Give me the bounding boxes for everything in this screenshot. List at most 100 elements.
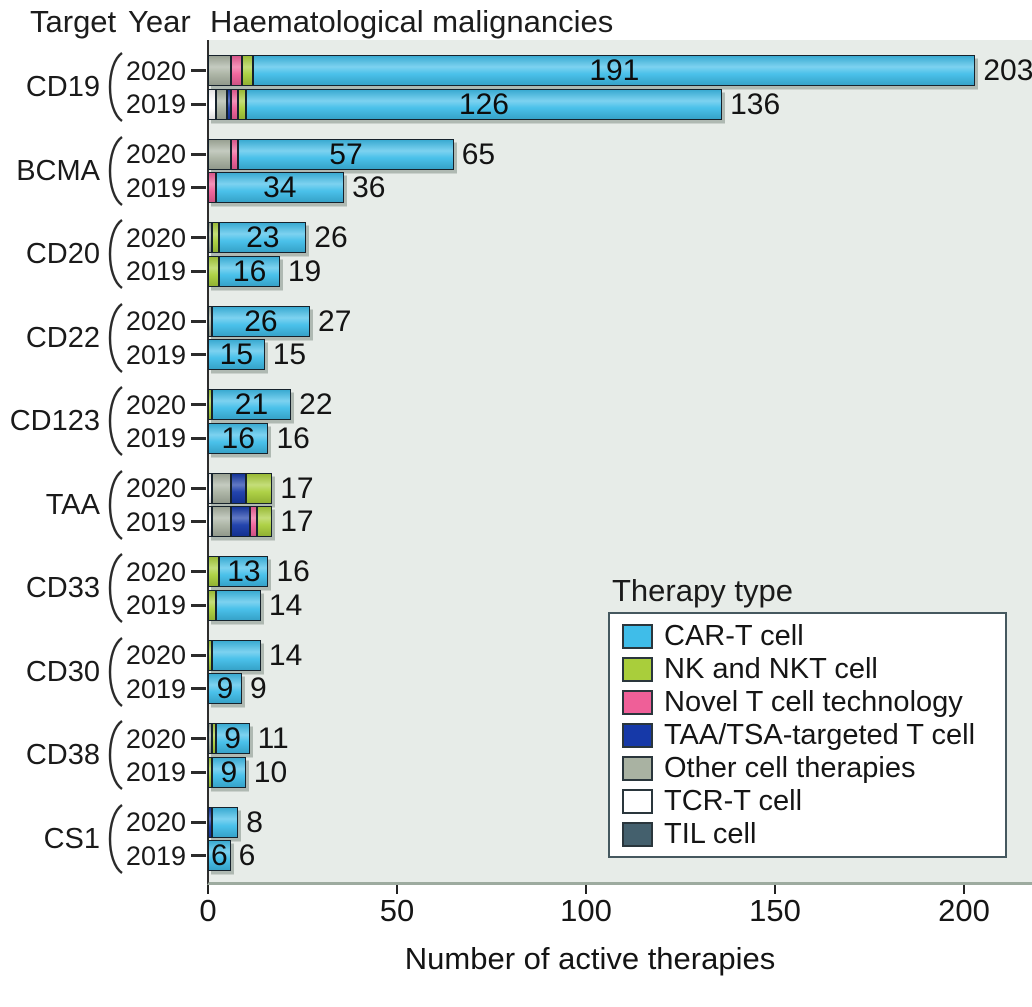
bar-segment-car-t-cell (211, 305, 311, 337)
bar-total-label: 19 (287, 254, 322, 288)
stacked-bar-bcma-2019: 34 36 (208, 172, 385, 203)
year-tick-mark (191, 737, 206, 740)
bar-segment-nk-and-nkt-cell (238, 88, 246, 120)
stacked-bar-cd123-2020: 21 22 (208, 389, 333, 420)
stacked-bar-taa-2020: 17 (208, 472, 314, 504)
stacked-bar-cd20-2020: 23 26 (208, 221, 348, 254)
bar-segment-other-cell-therapies (211, 472, 231, 504)
bar-segment-other-cell-therapies (208, 138, 231, 170)
bar-segment-nk-and-nkt-cell (208, 756, 212, 788)
x-axis-tick-label: 200 (938, 893, 990, 928)
bar-segment-car-t-cell (219, 255, 280, 287)
bar-total-label: 14 (268, 638, 303, 672)
year-tick-mark (191, 486, 206, 490)
year-tick-mark (191, 520, 206, 523)
bar-segment-taa-tsa-targeted-t-cell (208, 806, 212, 838)
target-group-brace (108, 636, 123, 707)
bar-total-label: 65 (461, 137, 496, 171)
bar-value-label: 9 (216, 672, 234, 705)
bar-value-label: 6 (210, 839, 228, 872)
bar-segment-other-cell-therapies (211, 506, 231, 537)
bar-segment-nk-and-nkt-cell (257, 506, 273, 537)
legend-item-nk-and-nkt-cell: NK and NKT cell (622, 653, 1005, 686)
bar-segment-novel-t-cell-technology (230, 55, 242, 86)
stacked-bar-cs1-2020: 8 (208, 806, 263, 838)
year-tick-mark (191, 820, 206, 824)
bar-total-label: 26 (314, 221, 348, 254)
target-group-brace (108, 553, 123, 623)
bar-value-label: 23 (246, 221, 280, 254)
bar-total-label: 17 (280, 471, 314, 505)
bar-segment-novel-t-cell-technology (230, 88, 239, 120)
bar-total-label: 9 (250, 672, 267, 705)
legend-swatch-car-t-cell (622, 624, 653, 649)
year-label-2020: 2020 (125, 723, 186, 754)
bar-segment-novel-t-cell-technology (249, 506, 258, 537)
year-tick-mark (191, 269, 206, 273)
stacked-bar-taa-2019: 17 (208, 506, 314, 537)
target-group-brace (108, 386, 123, 456)
legend-swatch-novel-t-cell-technology (622, 690, 653, 715)
x-axis-tick (395, 885, 399, 894)
x-axis-tick (773, 885, 777, 894)
target-group-brace (108, 803, 123, 874)
stacked-bar-cd19-2019: 126 136 (208, 88, 780, 120)
x-axis-tick (962, 885, 966, 894)
target-group-brace (108, 720, 123, 790)
bar-total-label: 136 (730, 87, 781, 121)
year-label-2020: 2020 (125, 640, 186, 670)
bar-segment-nk-and-nkt-cell (208, 255, 220, 287)
bar-segment-car-t-cell (211, 806, 239, 838)
bar-segment-car-t-cell (219, 556, 269, 587)
bar-segment-car-t-cell (208, 339, 265, 370)
legend-label: TAA/TSA-targeted T cell (664, 719, 976, 751)
bar-total-label: 16 (276, 421, 310, 455)
year-tick-mark (191, 436, 206, 440)
bar-segment-tcr-t-cell (208, 506, 212, 537)
bar-segment-car-t-cell (208, 673, 243, 704)
bar-segment-car-t-cell (211, 639, 261, 671)
target-label-bcma: BCMA (16, 154, 100, 187)
year-tick-mark (191, 102, 206, 106)
year-label-2019: 2019 (125, 339, 186, 370)
year-label-2020: 2020 (125, 55, 186, 86)
stacked-bar-bcma-2020: 57 65 (208, 138, 495, 170)
bar-segment-tcr-t-cell (208, 88, 216, 120)
bar-segment-car-t-cell (215, 723, 250, 754)
bar-segment-other-cell-therapies (208, 723, 212, 754)
target-group-brace (108, 135, 123, 206)
year-label-2020: 2020 (125, 389, 186, 420)
year-label-2019: 2019 (125, 840, 186, 871)
target-label-cs1: CS1 (43, 822, 100, 855)
legend-item-taa-tsa-targeted-t-cell: TAA/TSA-targeted T cell (622, 719, 1005, 752)
bar-segment-taa-tsa-targeted-t-cell (230, 506, 250, 537)
bar-segment-other-cell-therapies (208, 222, 212, 253)
legend-label: TCR-T cell (664, 785, 803, 817)
target-label-cd22: CD22 (25, 321, 100, 354)
legend-item-other-cell-therapies: Other cell therapies (622, 752, 1005, 785)
bar-total-label: 14 (268, 588, 303, 622)
legend-item-tcr-t-cell: TCR-T cell (622, 785, 1005, 818)
legend-item-car-t-cell: CAR-T cell (622, 620, 1005, 653)
stacked-bar-cd20-2019: 16 19 (208, 255, 321, 287)
year-label-2019: 2019 (125, 172, 186, 203)
x-axis-tick-label: 0 (199, 893, 217, 928)
x-axis-tick (584, 885, 588, 894)
year-label-2019: 2019 (125, 256, 186, 286)
year-tick-mark (191, 319, 206, 323)
legend-label: Other cell therapies (664, 752, 916, 784)
year-tick-mark (191, 854, 206, 857)
bar-total-label: 16 (276, 555, 310, 588)
bar-segment-nk-and-nkt-cell (245, 472, 273, 504)
bar-segment-taa-tsa-targeted-t-cell (226, 88, 231, 120)
legend-label: TIL cell (664, 818, 757, 850)
legend-swatch-tcr-t-cell (622, 789, 653, 814)
legend: CAR-T cell NK and NKT cell Novel T cell te… (608, 612, 1007, 858)
bar-value-label: 9 (220, 755, 238, 789)
year-label-2019: 2019 (125, 423, 186, 453)
year-label-2019: 2019 (125, 757, 186, 787)
target-label-cd20: CD20 (25, 238, 100, 270)
bar-segment-novel-t-cell-technology (230, 138, 239, 170)
year-label-2020: 2020 (125, 139, 186, 169)
